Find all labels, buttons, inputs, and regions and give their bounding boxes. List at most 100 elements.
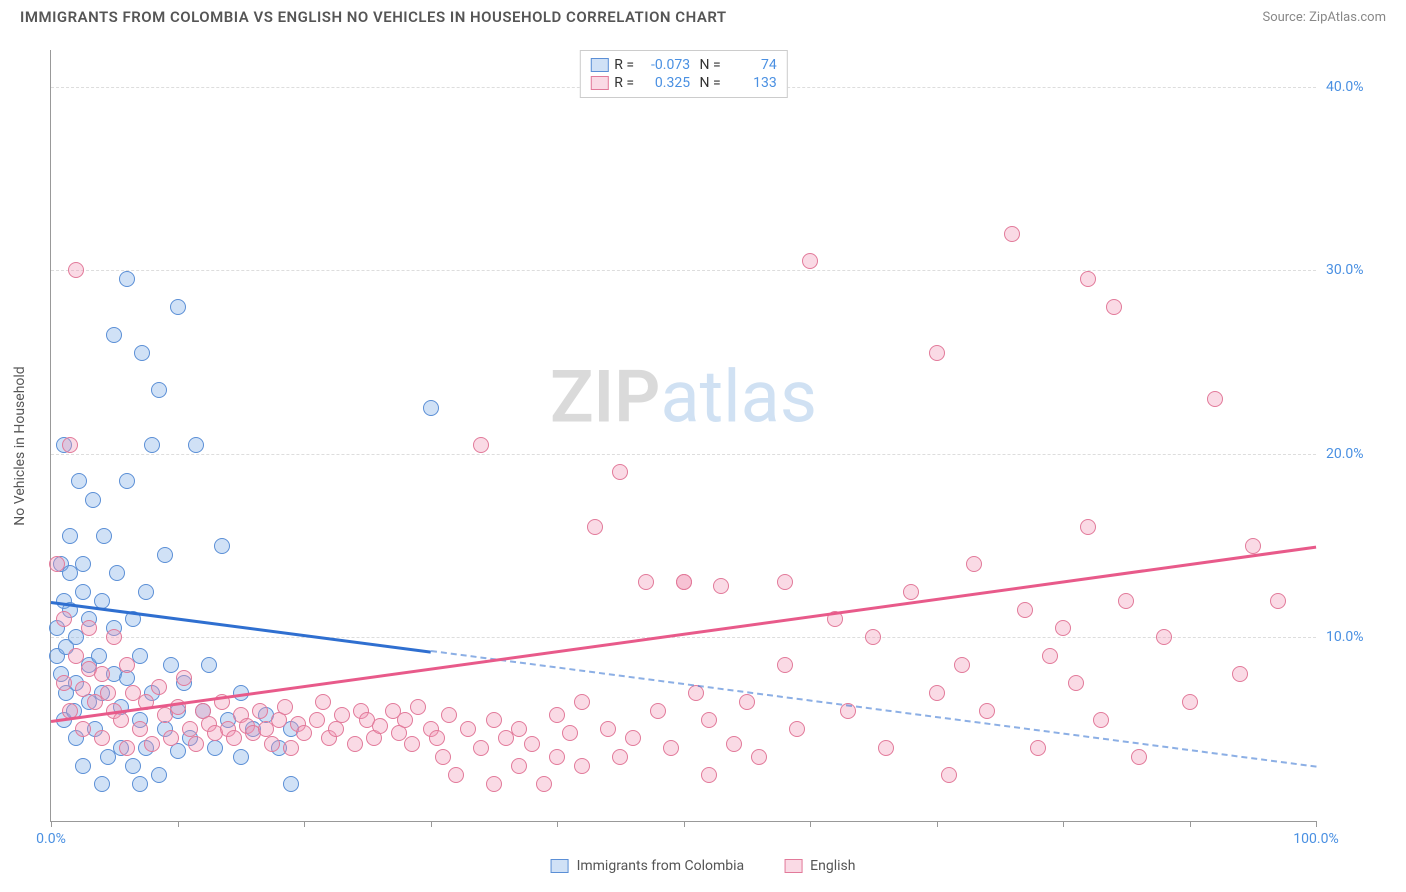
data-point <box>81 620 97 636</box>
data-point <box>283 740 299 756</box>
x-tick-mark <box>431 821 432 827</box>
data-point <box>75 758 91 774</box>
data-point <box>777 574 793 590</box>
data-point <box>441 707 457 723</box>
stat-value: 0.325 <box>640 75 690 91</box>
data-point <box>71 473 87 489</box>
data-point <box>536 776 552 792</box>
data-point <box>100 685 116 701</box>
data-point <box>296 725 312 741</box>
data-point <box>612 749 628 765</box>
stat-label: R = <box>614 75 634 91</box>
data-point <box>600 721 616 737</box>
data-point <box>176 670 192 686</box>
legend-label: Immigrants from Colombia <box>577 858 745 874</box>
x-tick-mark <box>557 821 558 827</box>
data-point <box>151 767 167 783</box>
data-point <box>638 574 654 590</box>
data-point <box>701 712 717 728</box>
data-point <box>435 749 451 765</box>
legend-item: Immigrants from Colombia <box>551 858 745 874</box>
data-point <box>929 685 945 701</box>
data-point <box>1093 712 1109 728</box>
data-point <box>562 725 578 741</box>
data-point <box>511 758 527 774</box>
gridline <box>51 454 1316 455</box>
swatch-icon <box>551 859 569 873</box>
data-point <box>1156 629 1172 645</box>
stat-label: N = <box>696 57 721 73</box>
data-point <box>625 730 641 746</box>
data-point <box>125 758 141 774</box>
x-tick-mark <box>937 821 938 827</box>
data-point <box>429 730 445 746</box>
data-point <box>1131 749 1147 765</box>
data-point <box>94 730 110 746</box>
data-point <box>612 464 628 480</box>
data-point <box>113 712 129 728</box>
x-tick-mark <box>810 821 811 827</box>
data-point <box>663 740 679 756</box>
data-point <box>328 721 344 737</box>
data-point <box>109 565 125 581</box>
data-point <box>144 736 160 752</box>
chart-title: IMMIGRANTS FROM COLOMBIA VS ENGLISH NO V… <box>20 8 727 26</box>
x-tick-label: 100.0% <box>1293 831 1338 847</box>
data-point <box>1030 740 1046 756</box>
data-point <box>549 749 565 765</box>
data-point <box>94 666 110 682</box>
data-point <box>138 584 154 600</box>
stat-value: 74 <box>727 57 777 73</box>
data-point <box>929 345 945 361</box>
data-point <box>119 271 135 287</box>
data-point <box>94 776 110 792</box>
data-point <box>587 519 603 535</box>
x-tick-mark <box>304 821 305 827</box>
data-point <box>1270 593 1286 609</box>
stat-label: N = <box>696 75 721 91</box>
data-point <box>1042 648 1058 664</box>
data-point <box>726 736 742 752</box>
legend-item: English <box>784 858 855 874</box>
stats-row: R = 0.325 N = 133 <box>590 75 776 91</box>
data-point <box>56 611 72 627</box>
data-point <box>68 648 84 664</box>
data-point <box>252 703 268 719</box>
data-point <box>751 749 767 765</box>
data-point <box>777 657 793 673</box>
data-point <box>941 767 957 783</box>
gridline <box>51 270 1316 271</box>
data-point <box>650 703 666 719</box>
data-point <box>1055 620 1071 636</box>
stat-value: 133 <box>727 75 777 91</box>
data-point <box>1245 538 1261 554</box>
x-tick-mark <box>1063 821 1064 827</box>
data-point <box>397 712 413 728</box>
bottom-legend: Immigrants from Colombia English <box>551 858 856 874</box>
data-point <box>119 473 135 489</box>
data-point <box>119 740 135 756</box>
data-point <box>966 556 982 572</box>
data-point <box>524 736 540 752</box>
data-point <box>334 707 350 723</box>
data-point <box>878 740 894 756</box>
data-point <box>802 253 818 269</box>
swatch-icon <box>784 859 802 873</box>
x-tick-label: 0.0% <box>36 831 66 847</box>
gridline <box>51 637 1316 638</box>
data-point <box>676 574 692 590</box>
data-point <box>486 776 502 792</box>
data-point <box>56 675 72 691</box>
data-point <box>62 437 78 453</box>
data-point <box>68 262 84 278</box>
stats-legend-box: R = -0.073 N = 74 R = 0.325 N = 133 <box>579 50 787 98</box>
data-point <box>277 699 293 715</box>
data-point <box>713 578 729 594</box>
scatter-chart: ZIPatlas R = -0.073 N = 74 R = 0.325 N =… <box>50 50 1316 822</box>
data-point <box>574 758 590 774</box>
data-point <box>75 721 91 737</box>
data-point <box>1080 519 1096 535</box>
data-point <box>96 528 112 544</box>
data-point <box>1004 226 1020 242</box>
data-point <box>182 721 198 737</box>
